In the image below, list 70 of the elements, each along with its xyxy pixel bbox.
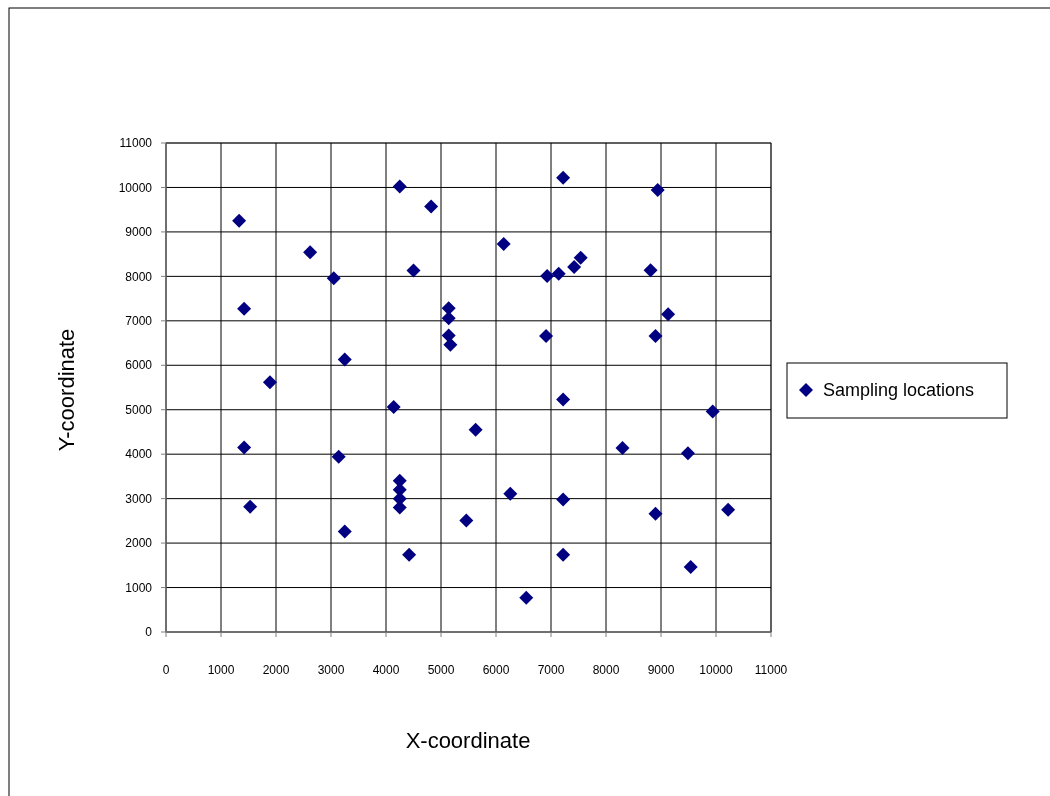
- point: [424, 199, 439, 214]
- point: [551, 266, 566, 281]
- point: [331, 449, 346, 464]
- y-tick-label: 1000: [125, 580, 153, 595]
- x-tick-label: 3000: [317, 663, 345, 678]
- x-tick-label: 11000: [754, 663, 788, 678]
- point: [392, 179, 407, 194]
- y-tick-label: 5000: [125, 402, 153, 417]
- y-tick-label: 11000: [119, 136, 153, 151]
- y-tick-label: 3000: [125, 491, 153, 506]
- point: [443, 337, 458, 352]
- y-tick-label: 10000: [118, 180, 153, 195]
- x-tick-label: 4000: [372, 663, 400, 678]
- point: [468, 422, 483, 437]
- point: [237, 440, 252, 455]
- point: [556, 492, 571, 507]
- legend-label: Sampling locations: [823, 380, 975, 401]
- point: [705, 404, 720, 419]
- y-tick-label: 4000: [125, 447, 153, 462]
- y-tick-label: 8000: [125, 269, 153, 284]
- point: [337, 524, 352, 539]
- point: [648, 328, 663, 343]
- point: [519, 590, 534, 605]
- y-tick-label: 6000: [125, 358, 153, 373]
- point: [661, 307, 676, 322]
- point: [337, 352, 352, 367]
- point: [441, 328, 456, 343]
- point: [567, 260, 582, 275]
- x-tick-label: 7000: [537, 663, 565, 678]
- point: [386, 400, 401, 415]
- point: [721, 502, 736, 517]
- point: [556, 170, 571, 185]
- point: [680, 446, 695, 461]
- x-tick-label: 9000: [647, 663, 675, 678]
- x-tick-label: 0: [162, 663, 170, 678]
- point: [556, 392, 571, 407]
- point: [496, 236, 511, 251]
- point: [402, 547, 417, 562]
- point: [683, 560, 698, 575]
- x-tick-label: 1000: [207, 663, 235, 678]
- point: [406, 263, 421, 278]
- point: [326, 271, 341, 286]
- point: [650, 183, 665, 198]
- y-tick-label: 7000: [125, 314, 153, 329]
- point: [615, 440, 630, 455]
- y-tick-label: 0: [145, 625, 153, 640]
- point: [503, 486, 518, 501]
- point: [539, 328, 554, 343]
- point: [243, 499, 258, 514]
- point: [573, 250, 588, 265]
- point: [459, 513, 474, 528]
- point: [643, 263, 658, 278]
- y-tick-label: 2000: [125, 536, 153, 551]
- point: [262, 375, 277, 390]
- y-axis-title: Y-coordinate: [54, 328, 79, 452]
- y-tick-label: 9000: [125, 225, 153, 240]
- point: [237, 301, 252, 316]
- x-tick-label: 6000: [482, 663, 510, 678]
- x-tick-label: 5000: [427, 663, 455, 678]
- point: [441, 311, 456, 326]
- point: [648, 506, 663, 521]
- x-axis-title: X-coordinate: [405, 728, 531, 753]
- x-tick-label: 8000: [592, 663, 620, 678]
- x-tick-label: 2000: [262, 663, 290, 678]
- point: [232, 213, 247, 228]
- point: [540, 268, 555, 283]
- point: [441, 301, 456, 316]
- x-tick-label: 10000: [699, 663, 734, 678]
- point: [303, 245, 318, 260]
- point: [556, 547, 571, 562]
